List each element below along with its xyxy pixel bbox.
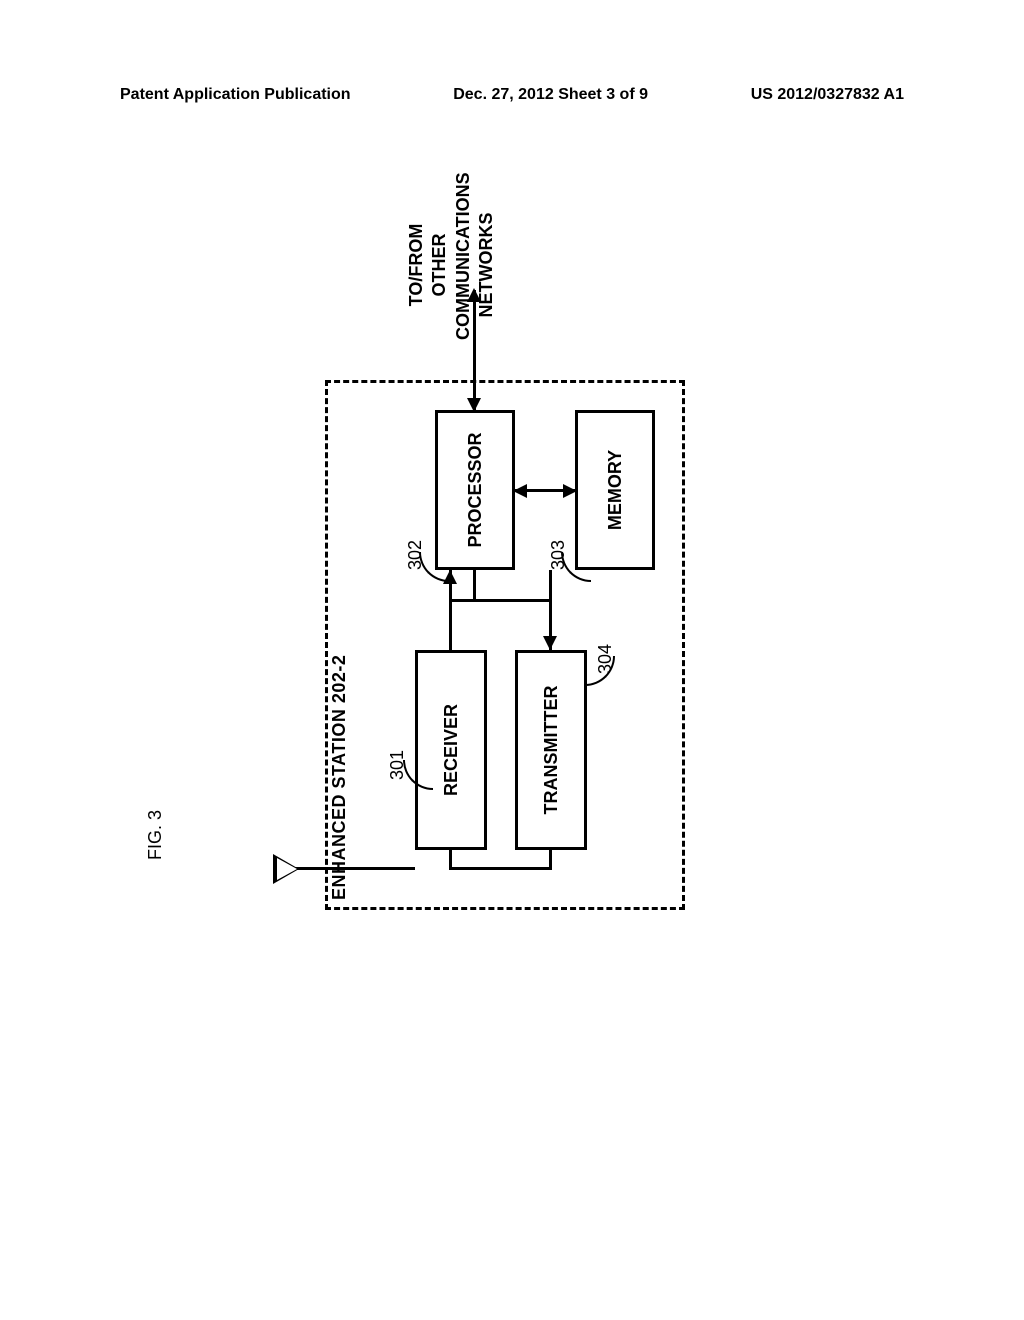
header-right: US 2012/0327832 A1 — [751, 86, 904, 104]
external-label-l3: NETWORKS — [475, 190, 498, 340]
external-label: TO/FROM OTHER COMMUNICATIONS NETWORKS — [405, 190, 499, 340]
header-left: Patent Application Publication — [120, 86, 351, 104]
processor-block: PROCESSOR — [435, 410, 515, 570]
arrow-ext-in — [467, 398, 481, 412]
external-label-l2: COMMUNICATIONS — [452, 190, 475, 340]
ref-303: 303 — [548, 540, 569, 570]
line-proc-vert — [449, 599, 552, 602]
external-label-l1: TO/FROM OTHER — [405, 190, 452, 340]
arrow-mem-down — [563, 484, 577, 498]
figure-label: FIG. 3 — [145, 810, 166, 860]
memory-block: MEMORY — [575, 410, 655, 570]
antenna-icon-inner — [277, 858, 297, 880]
page-header: Patent Application Publication Dec. 27, … — [0, 86, 1024, 104]
header-center: Dec. 27, 2012 Sheet 3 of 9 — [453, 86, 648, 104]
line-proc-in — [473, 570, 476, 602]
ref-301: 301 — [387, 750, 408, 780]
arrow-mem-up — [513, 484, 527, 498]
ref-304: 304 — [595, 644, 616, 674]
arrow-proc-tx — [543, 636, 557, 650]
line-ant-split — [449, 867, 552, 870]
transmitter-block: TRANSMITTER — [515, 650, 587, 850]
receiver-block: RECEIVER — [415, 650, 487, 850]
diagram: ENHANCED STATION 202-2 RECEIVER TRANSMIT… — [295, 190, 725, 910]
station-title: ENHANCED STATION 202-2 — [329, 655, 350, 900]
antenna-mast — [290, 867, 415, 870]
ref-302: 302 — [405, 540, 426, 570]
